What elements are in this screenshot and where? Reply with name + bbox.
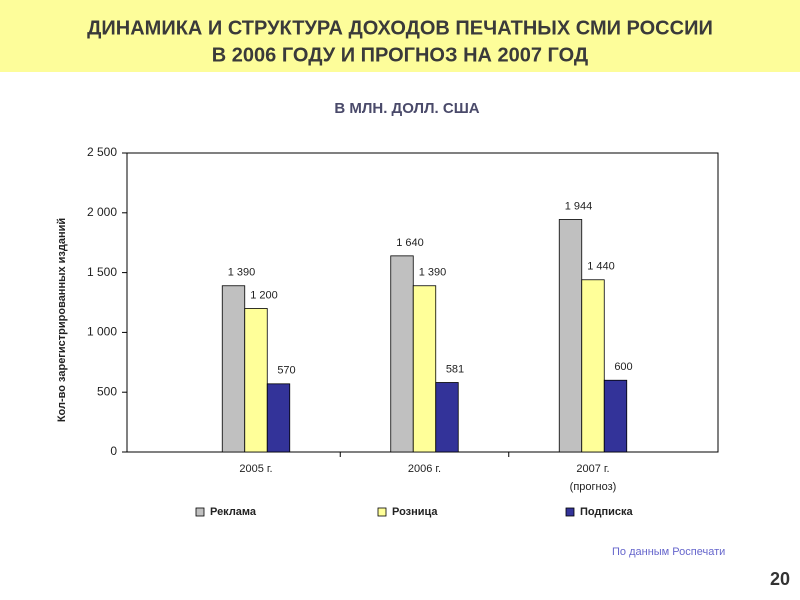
bar [244, 308, 268, 453]
y-tick-label: 500 [97, 384, 117, 398]
value-label: 1 200 [250, 289, 278, 301]
y-tick-label: 1 000 [87, 325, 117, 339]
bar [266, 383, 291, 453]
value-label: 1 390 [419, 267, 447, 279]
header-band [0, 0, 800, 72]
x-tick-label: 2007 г. [576, 463, 609, 475]
y-tick-label: 1 500 [87, 265, 117, 279]
legend-swatch [565, 507, 575, 517]
value-label: 1 640 [396, 237, 424, 249]
x-tick-label: 2006 г. [408, 463, 441, 475]
value-label: 1 390 [228, 267, 256, 279]
bar [390, 255, 414, 453]
source: По данным Роспечати [612, 546, 725, 558]
value-label: 1 440 [587, 261, 615, 273]
legend-swatch [377, 507, 387, 517]
bar [412, 285, 437, 453]
page-number: 20 [770, 569, 790, 589]
legend-label: Подписка [580, 506, 633, 518]
legend-swatch [195, 507, 205, 517]
x-tick-label: 2005 г. [239, 463, 272, 475]
y-tick-label: 2 500 [87, 145, 117, 159]
title-line: ДИНАМИКА И СТРУКТУРА ДОХОДОВ ПЕЧАТНЫХ СМ… [87, 17, 713, 39]
bar [581, 279, 605, 453]
value-label: 581 [446, 363, 464, 375]
value-label: 1 944 [565, 200, 593, 212]
subtitle: В МЛН. ДОЛЛ. США [334, 100, 479, 117]
bar [603, 379, 628, 453]
y-tick-label: 2 000 [87, 205, 117, 219]
value-label: 600 [614, 361, 632, 373]
annotation: (прогноз) [570, 481, 617, 493]
title-line: В 2006 ГОДУ И ПРОГНОЗ НА 2007 ГОД [212, 44, 588, 66]
value-label: 570 [277, 365, 295, 377]
legend-label: Реклама [210, 506, 257, 518]
legend-label: Розница [392, 506, 438, 518]
y-axis-label: Кол-во зарегистрированных изданий [56, 218, 68, 422]
bar [435, 382, 459, 453]
bar [558, 219, 583, 453]
y-tick-label: 0 [110, 444, 117, 458]
bar [221, 285, 246, 453]
